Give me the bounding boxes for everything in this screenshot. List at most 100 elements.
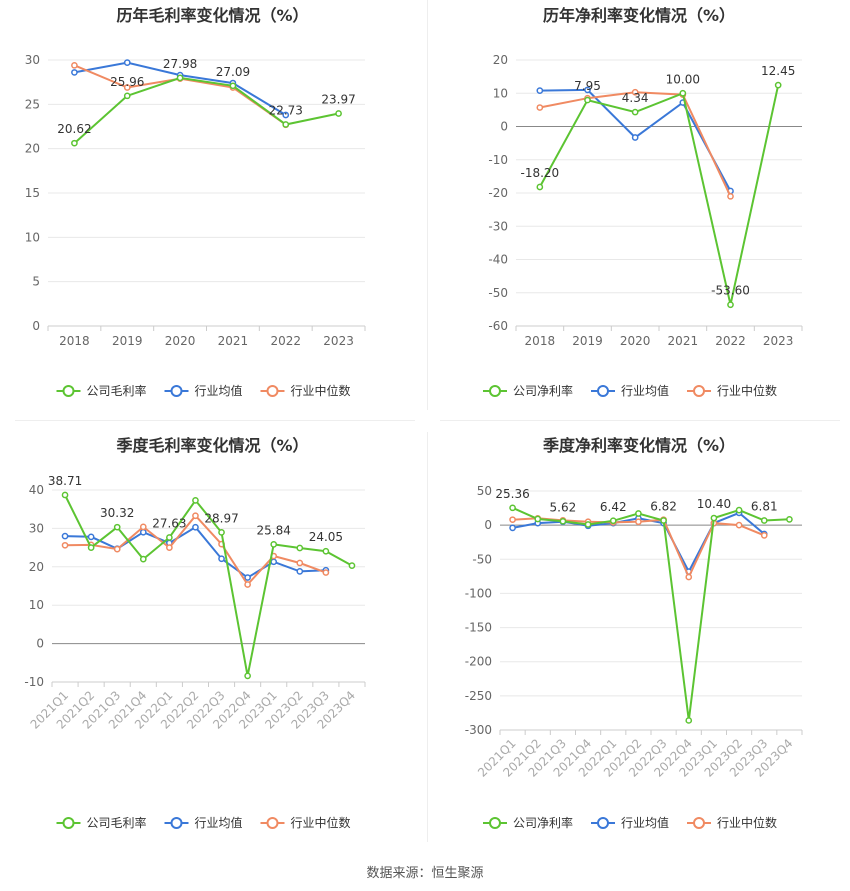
data-point-company [270, 541, 278, 548]
quarterly-net-margin-chart: -300-250-200-150-100-500502021Q12021Q220… [465, 484, 803, 830]
series-line-company [512, 506, 790, 721]
series-line-company [64, 494, 353, 677]
legend-marker [62, 385, 75, 397]
data-point-avg [139, 528, 147, 536]
data-point-company [679, 89, 687, 97]
y-tick-label: 0 [32, 319, 40, 333]
data-point-median [322, 569, 330, 576]
legend-item[interactable]: 行业中位数 [260, 383, 351, 398]
x-tick-label: 2018 [525, 334, 556, 348]
data-label: 30.32 [100, 506, 134, 520]
legend-item[interactable]: 行业中位数 [687, 383, 777, 398]
x-tick-label: 2022 [270, 334, 301, 348]
data-point-company [534, 515, 542, 523]
y-tick-label: 30 [25, 53, 40, 67]
legend-label: 行业中位数 [717, 815, 777, 830]
data-label: 22.73 [269, 103, 303, 117]
data-point-company [774, 81, 782, 89]
quarterly-net-margin-panel: 季度净利率变化情况（%） -300 -250 -200 -150 -100 -50 0 50 2… [428, 430, 850, 850]
data-point-company [244, 672, 251, 680]
x-tick-label: 2018 [59, 334, 90, 348]
chart-title: 季度毛利率变化情况（%） [116, 436, 309, 455]
data-label: -18.20 [520, 166, 559, 180]
y-tick-label: 20 [29, 560, 44, 574]
legend-item[interactable]: 行业均值 [591, 815, 669, 830]
y-tick-label: 50 [477, 484, 492, 498]
legend-label: 行业中位数 [291, 815, 351, 830]
series-line-company [73, 76, 339, 144]
vertical-divider [427, 432, 428, 842]
y-tick-label: -300 [465, 723, 492, 737]
data-point-median [296, 559, 304, 567]
y-tick-label: -100 [465, 586, 492, 600]
data-point-company [635, 510, 642, 517]
data-point-company [685, 717, 693, 724]
y-tick-label: -30 [488, 219, 508, 233]
data-point-median [635, 518, 642, 526]
data-label: 6.82 [650, 499, 677, 513]
data-label: 6.81 [751, 499, 778, 513]
data-point-median [61, 541, 69, 549]
data-point-company [735, 506, 743, 514]
data-point-company [786, 515, 793, 523]
data-point-avg [509, 524, 516, 532]
legend-item[interactable]: 行业中位数 [260, 815, 351, 830]
data-point-company [123, 92, 131, 100]
legend-label: 行业均值 [195, 815, 243, 830]
legend-label: 行业中位数 [717, 383, 777, 398]
data-label: 12.45 [761, 64, 795, 78]
data-point-company [584, 521, 592, 528]
data-point-median [166, 544, 173, 551]
data-point-median [244, 581, 251, 588]
data-point-company [218, 529, 225, 536]
y-tick-label: -40 [488, 253, 508, 267]
legend-marker [597, 385, 609, 397]
y-tick-label: -10 [24, 675, 44, 689]
data-point-avg [282, 111, 290, 119]
legend-item[interactable]: 行业中位数 [687, 815, 777, 830]
data-label: 10.40 [697, 497, 731, 511]
data-label: 38.71 [48, 474, 82, 488]
legend-item[interactable]: 公司净利率 [483, 815, 573, 830]
legend-item[interactable]: 行业均值 [591, 383, 669, 398]
data-label: -53.60 [711, 284, 750, 298]
legend-item[interactable]: 行业均值 [164, 383, 243, 398]
legend-marker [266, 817, 279, 829]
y-tick-label: 30 [29, 521, 44, 535]
data-point-company [229, 82, 237, 90]
y-tick-label: 10 [493, 86, 508, 100]
y-tick-label: 20 [493, 53, 508, 67]
legend-marker [170, 817, 183, 829]
legend-marker [62, 817, 75, 829]
legend-label: 公司毛利率 [87, 815, 147, 830]
legend-label: 公司净利率 [513, 815, 573, 830]
data-point-company [584, 96, 591, 104]
data-label: 20.62 [57, 122, 91, 136]
x-tick-label: 2020 [165, 334, 196, 348]
data-label: 27.98 [163, 57, 197, 71]
data-point-median [685, 573, 693, 581]
annual-net-margin-panel: 历年净利率变化情况（%） -60 -50 -40 -30 -20 -10 0 10 20 2018… [428, 0, 850, 420]
legend-item[interactable]: 公司毛利率 [56, 383, 147, 398]
legend-label: 行业均值 [195, 383, 243, 398]
data-point-company [631, 108, 639, 116]
data-point-avg [536, 87, 544, 94]
vertical-divider [427, 0, 428, 410]
legend-item[interactable]: 公司净利率 [483, 383, 573, 398]
chart-title: 历年毛利率变化情况（%） [116, 6, 309, 25]
x-tick-label: 2022 [715, 334, 746, 348]
x-tick-label: 2023 [323, 334, 354, 348]
data-point-company [760, 517, 768, 524]
y-tick-label: -10 [488, 153, 508, 167]
data-label: 24.05 [309, 530, 343, 544]
data-label: 25.96 [110, 75, 144, 89]
data-point-median [192, 512, 199, 520]
data-point-median [631, 88, 639, 96]
data-point-company [559, 517, 567, 525]
data-point-median [727, 192, 734, 200]
legend-item[interactable]: 公司毛利率 [56, 815, 147, 830]
data-point-median [71, 61, 78, 69]
legend-item[interactable]: 行业均值 [164, 815, 243, 830]
data-point-company [61, 491, 69, 499]
series-line-company [538, 84, 780, 305]
